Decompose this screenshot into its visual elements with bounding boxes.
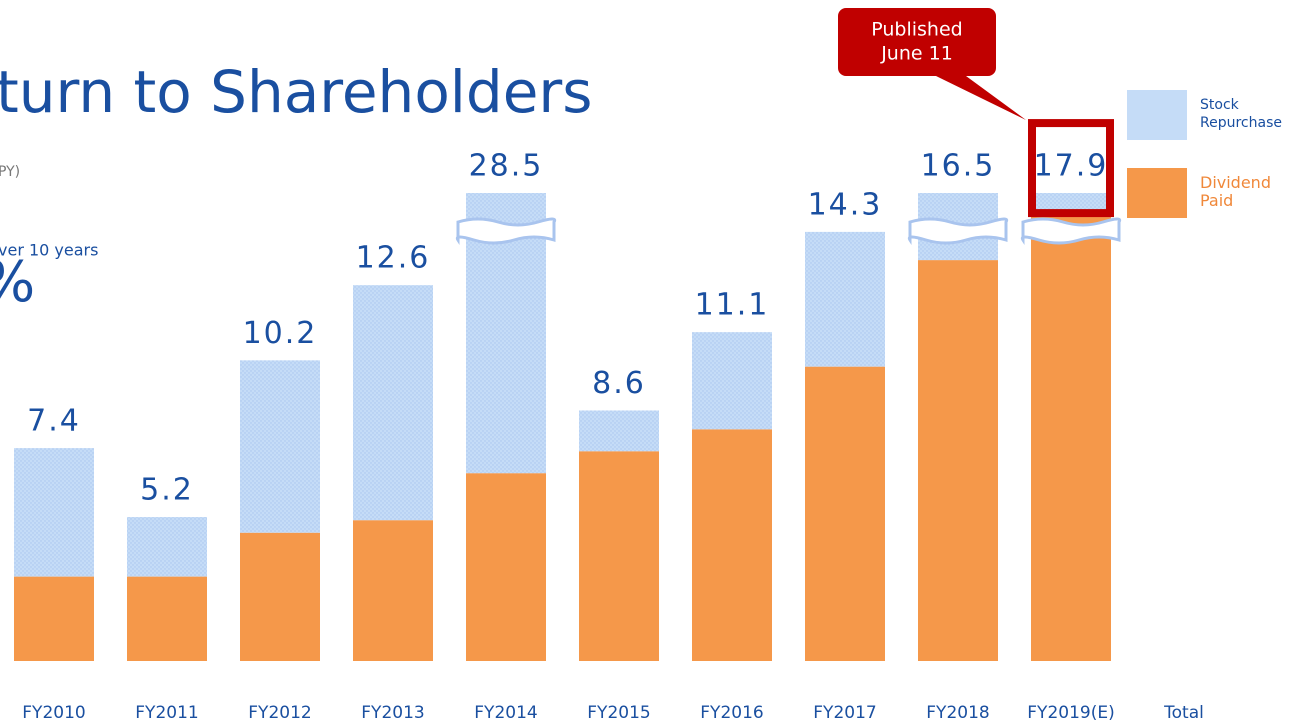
total-label: 17.9 bbox=[1034, 149, 1109, 184]
axis-break bbox=[1020, 217, 1122, 245]
axis-break bbox=[907, 217, 1009, 245]
total-label: 5.2 bbox=[140, 473, 194, 508]
total-label: 11.1 bbox=[695, 288, 770, 323]
x-tick-label: FY2013 bbox=[361, 703, 424, 722]
total-label: 16.5 bbox=[921, 149, 996, 184]
bar-segment bbox=[127, 517, 207, 577]
total-label: 7.4 bbox=[27, 404, 81, 439]
x-tick-label: FY2018 bbox=[926, 703, 989, 722]
bar-segment bbox=[466, 473, 546, 661]
x-tick-label: FY2011 bbox=[135, 703, 198, 722]
total-label: 12.6 bbox=[356, 241, 431, 276]
bar-segment bbox=[353, 285, 433, 521]
total-label: 10.2 bbox=[243, 316, 318, 351]
callout-shape bbox=[838, 8, 1026, 120]
break-band bbox=[1020, 217, 1122, 245]
break-band bbox=[907, 217, 1009, 245]
bar-segment bbox=[579, 410, 659, 452]
bar-segment bbox=[1031, 213, 1111, 661]
break-band bbox=[455, 217, 557, 245]
legend-swatch bbox=[1127, 168, 1187, 218]
bar-segment bbox=[1031, 193, 1111, 214]
note-value: % bbox=[0, 250, 35, 315]
bar-segment bbox=[805, 366, 885, 661]
x-tick-label: FY2017 bbox=[813, 703, 876, 722]
total-label: 14.3 bbox=[808, 187, 883, 222]
bar-segment bbox=[240, 532, 320, 661]
x-tick-label: FY2015 bbox=[587, 703, 650, 722]
legend-label: Dividend Paid bbox=[1200, 173, 1271, 210]
subtitle: PY) bbox=[0, 164, 20, 180]
x-tick-label: FY2014 bbox=[474, 703, 537, 722]
x-tick-label: FY2019(E) bbox=[1027, 703, 1114, 722]
bar-segment bbox=[918, 260, 998, 661]
bar-segment bbox=[579, 451, 659, 661]
bar-segment bbox=[805, 231, 885, 367]
bar-segment bbox=[353, 520, 433, 661]
x-tick-label: FY2016 bbox=[700, 703, 763, 722]
callout-text: Published bbox=[871, 19, 962, 41]
highlight-box bbox=[1028, 119, 1114, 218]
total-label: 8.6 bbox=[592, 366, 646, 401]
bar-segment bbox=[127, 576, 207, 661]
callout-text: June 11 bbox=[880, 43, 953, 65]
x-tick-label: FY2012 bbox=[248, 703, 311, 722]
x-tick-label: Total bbox=[1163, 703, 1204, 722]
bar-segment bbox=[14, 448, 94, 577]
legend-swatch bbox=[1127, 90, 1187, 140]
chart-title: turn to Shareholders bbox=[0, 58, 592, 126]
bar-segment bbox=[692, 429, 772, 661]
x-tick-label: FY2010 bbox=[22, 703, 85, 722]
total-label: 28.5 bbox=[469, 149, 544, 184]
note: ver 10 years bbox=[0, 241, 98, 260]
bar-segment bbox=[240, 360, 320, 533]
bar-segment bbox=[14, 576, 94, 661]
legend-label: Stock Repurchase bbox=[1200, 97, 1282, 131]
axis-break bbox=[455, 217, 557, 245]
bar-segment bbox=[692, 332, 772, 430]
